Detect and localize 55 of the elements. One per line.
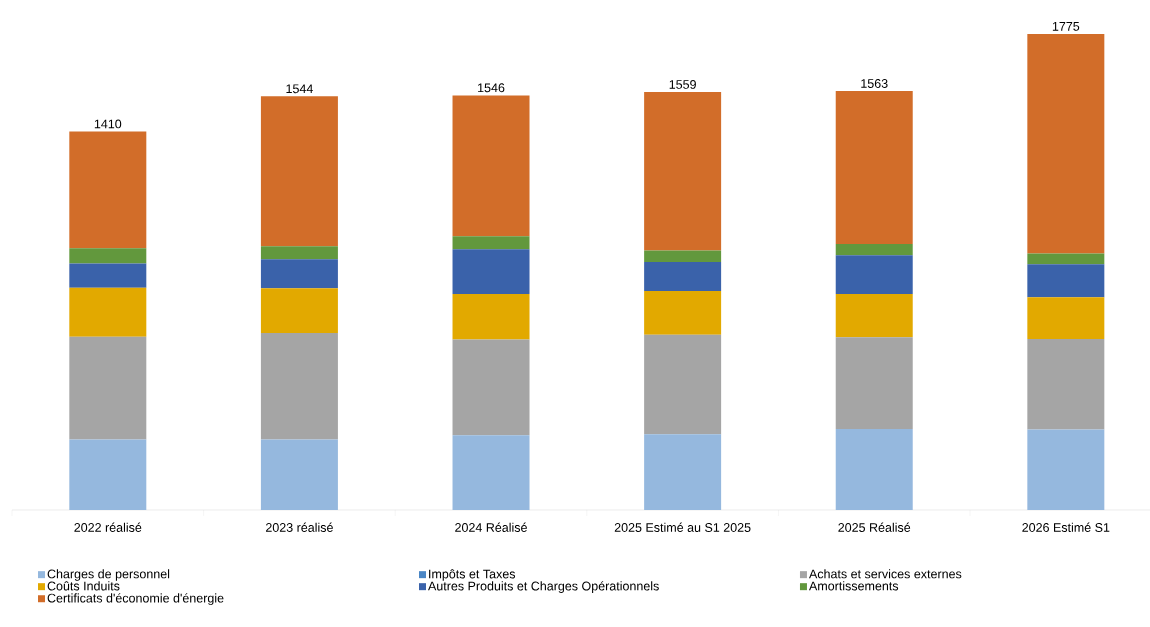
bar — [260, 288, 338, 333]
x-tick-label: 2022 réalisé — [74, 522, 142, 532]
bar — [452, 339, 530, 436]
legend-label: Certificats d'économie d'énergie — [47, 593, 224, 605]
bar — [69, 263, 147, 288]
bar — [1027, 253, 1105, 265]
bar — [452, 95, 530, 237]
bar — [452, 236, 530, 250]
bar — [644, 434, 722, 510]
x-tick-label: 2025 Estimé au S1 2025 — [614, 522, 751, 532]
bar — [835, 337, 913, 430]
x-tick-label: 2023 réalisé — [265, 522, 333, 532]
bar — [260, 332, 338, 440]
bar — [69, 287, 147, 337]
legend-label: Achats et services externes — [808, 569, 962, 579]
annotation: 1546 — [478, 83, 505, 93]
legend-label: Autres Produits et Charges Opérationnels — [428, 581, 659, 593]
bar — [69, 439, 147, 510]
bar — [1027, 339, 1105, 430]
bar — [644, 334, 722, 435]
text: 1775 — [1052, 22, 1080, 31]
x-tick-label: 2024 Réalisé — [455, 522, 527, 532]
bar — [644, 92, 722, 251]
annotation: 1563 — [861, 79, 888, 88]
annotation: 1559 — [669, 80, 696, 89]
bar — [260, 259, 338, 289]
bar — [835, 293, 913, 338]
bar — [644, 250, 722, 262]
x-tick-label: 2026 Estimé S1 — [1022, 522, 1110, 532]
bar — [260, 96, 338, 247]
bar — [1027, 33, 1105, 254]
bar — [1027, 264, 1105, 298]
bar — [644, 261, 722, 292]
bar — [452, 435, 530, 510]
bar — [1027, 297, 1105, 340]
bar — [835, 91, 913, 244]
bar — [1027, 429, 1105, 510]
legend-label: Impôts et Taxes — [429, 569, 516, 581]
bar — [260, 439, 338, 510]
legend-label: Coûts Induits — [47, 581, 120, 591]
bar — [835, 255, 913, 294]
bar — [835, 429, 913, 510]
bar — [69, 248, 147, 264]
bar — [69, 131, 147, 249]
bar — [69, 336, 147, 440]
annotation: 1544 — [286, 84, 313, 94]
bar — [452, 249, 530, 294]
legend-label: Amortissements — [808, 581, 899, 591]
annotation: 1410 — [94, 119, 122, 129]
bar — [260, 246, 338, 260]
legend-label: Charges de personnel — [47, 569, 170, 581]
x-tick-label: 2025 Réalisé — [838, 522, 911, 532]
bar — [452, 293, 530, 340]
bar — [835, 243, 913, 256]
bar — [644, 291, 722, 335]
